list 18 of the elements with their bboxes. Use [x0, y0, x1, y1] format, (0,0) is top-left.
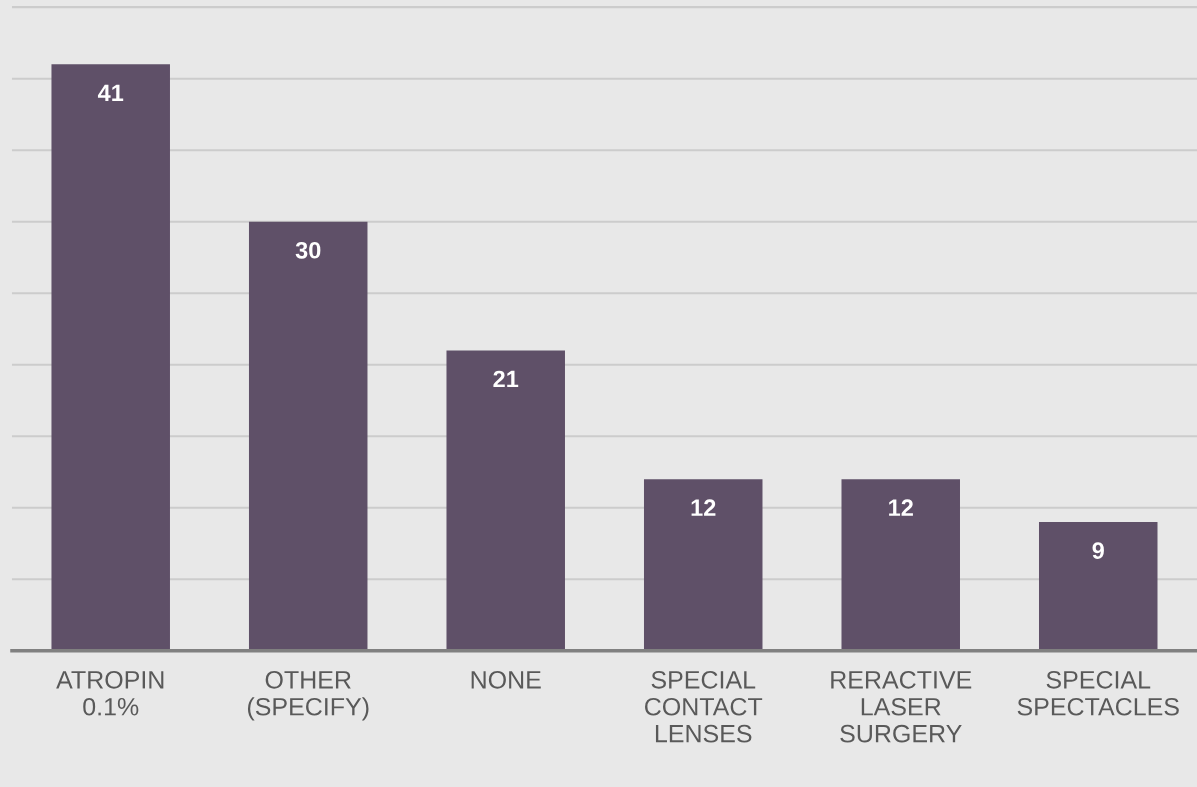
data-label: 41 [97, 84, 124, 102]
bar [841, 479, 960, 651]
bar [643, 479, 763, 651]
x-tick-label: RERACTIVE LASER SURGERY [831, 670, 972, 743]
x-tick-label: ATROPIN 0.1% [56, 670, 164, 716]
data-label: 12 [889, 499, 913, 516]
bar [51, 64, 170, 651]
data-label: 12 [691, 499, 716, 516]
x-tick-label: SPECIAL SPECTACLES [1017, 670, 1179, 716]
data-label: 9 [1092, 542, 1104, 559]
data-label: 30 [295, 241, 321, 259]
bar [1039, 522, 1158, 651]
bar [446, 350, 565, 651]
x-tick-label: NONE [471, 670, 541, 689]
x-tick-label: SPECIAL CONTACT LENSES [645, 670, 763, 743]
data-label: 21 [493, 370, 519, 388]
x-tick-label: OTHER (SPECIFY) [247, 670, 369, 721]
bar [248, 221, 368, 651]
